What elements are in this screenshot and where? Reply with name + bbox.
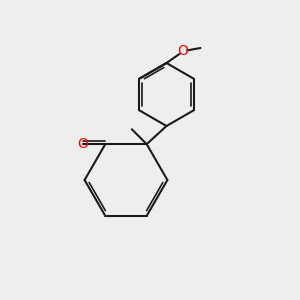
Text: O: O [178,44,188,58]
Text: O: O [77,136,88,151]
